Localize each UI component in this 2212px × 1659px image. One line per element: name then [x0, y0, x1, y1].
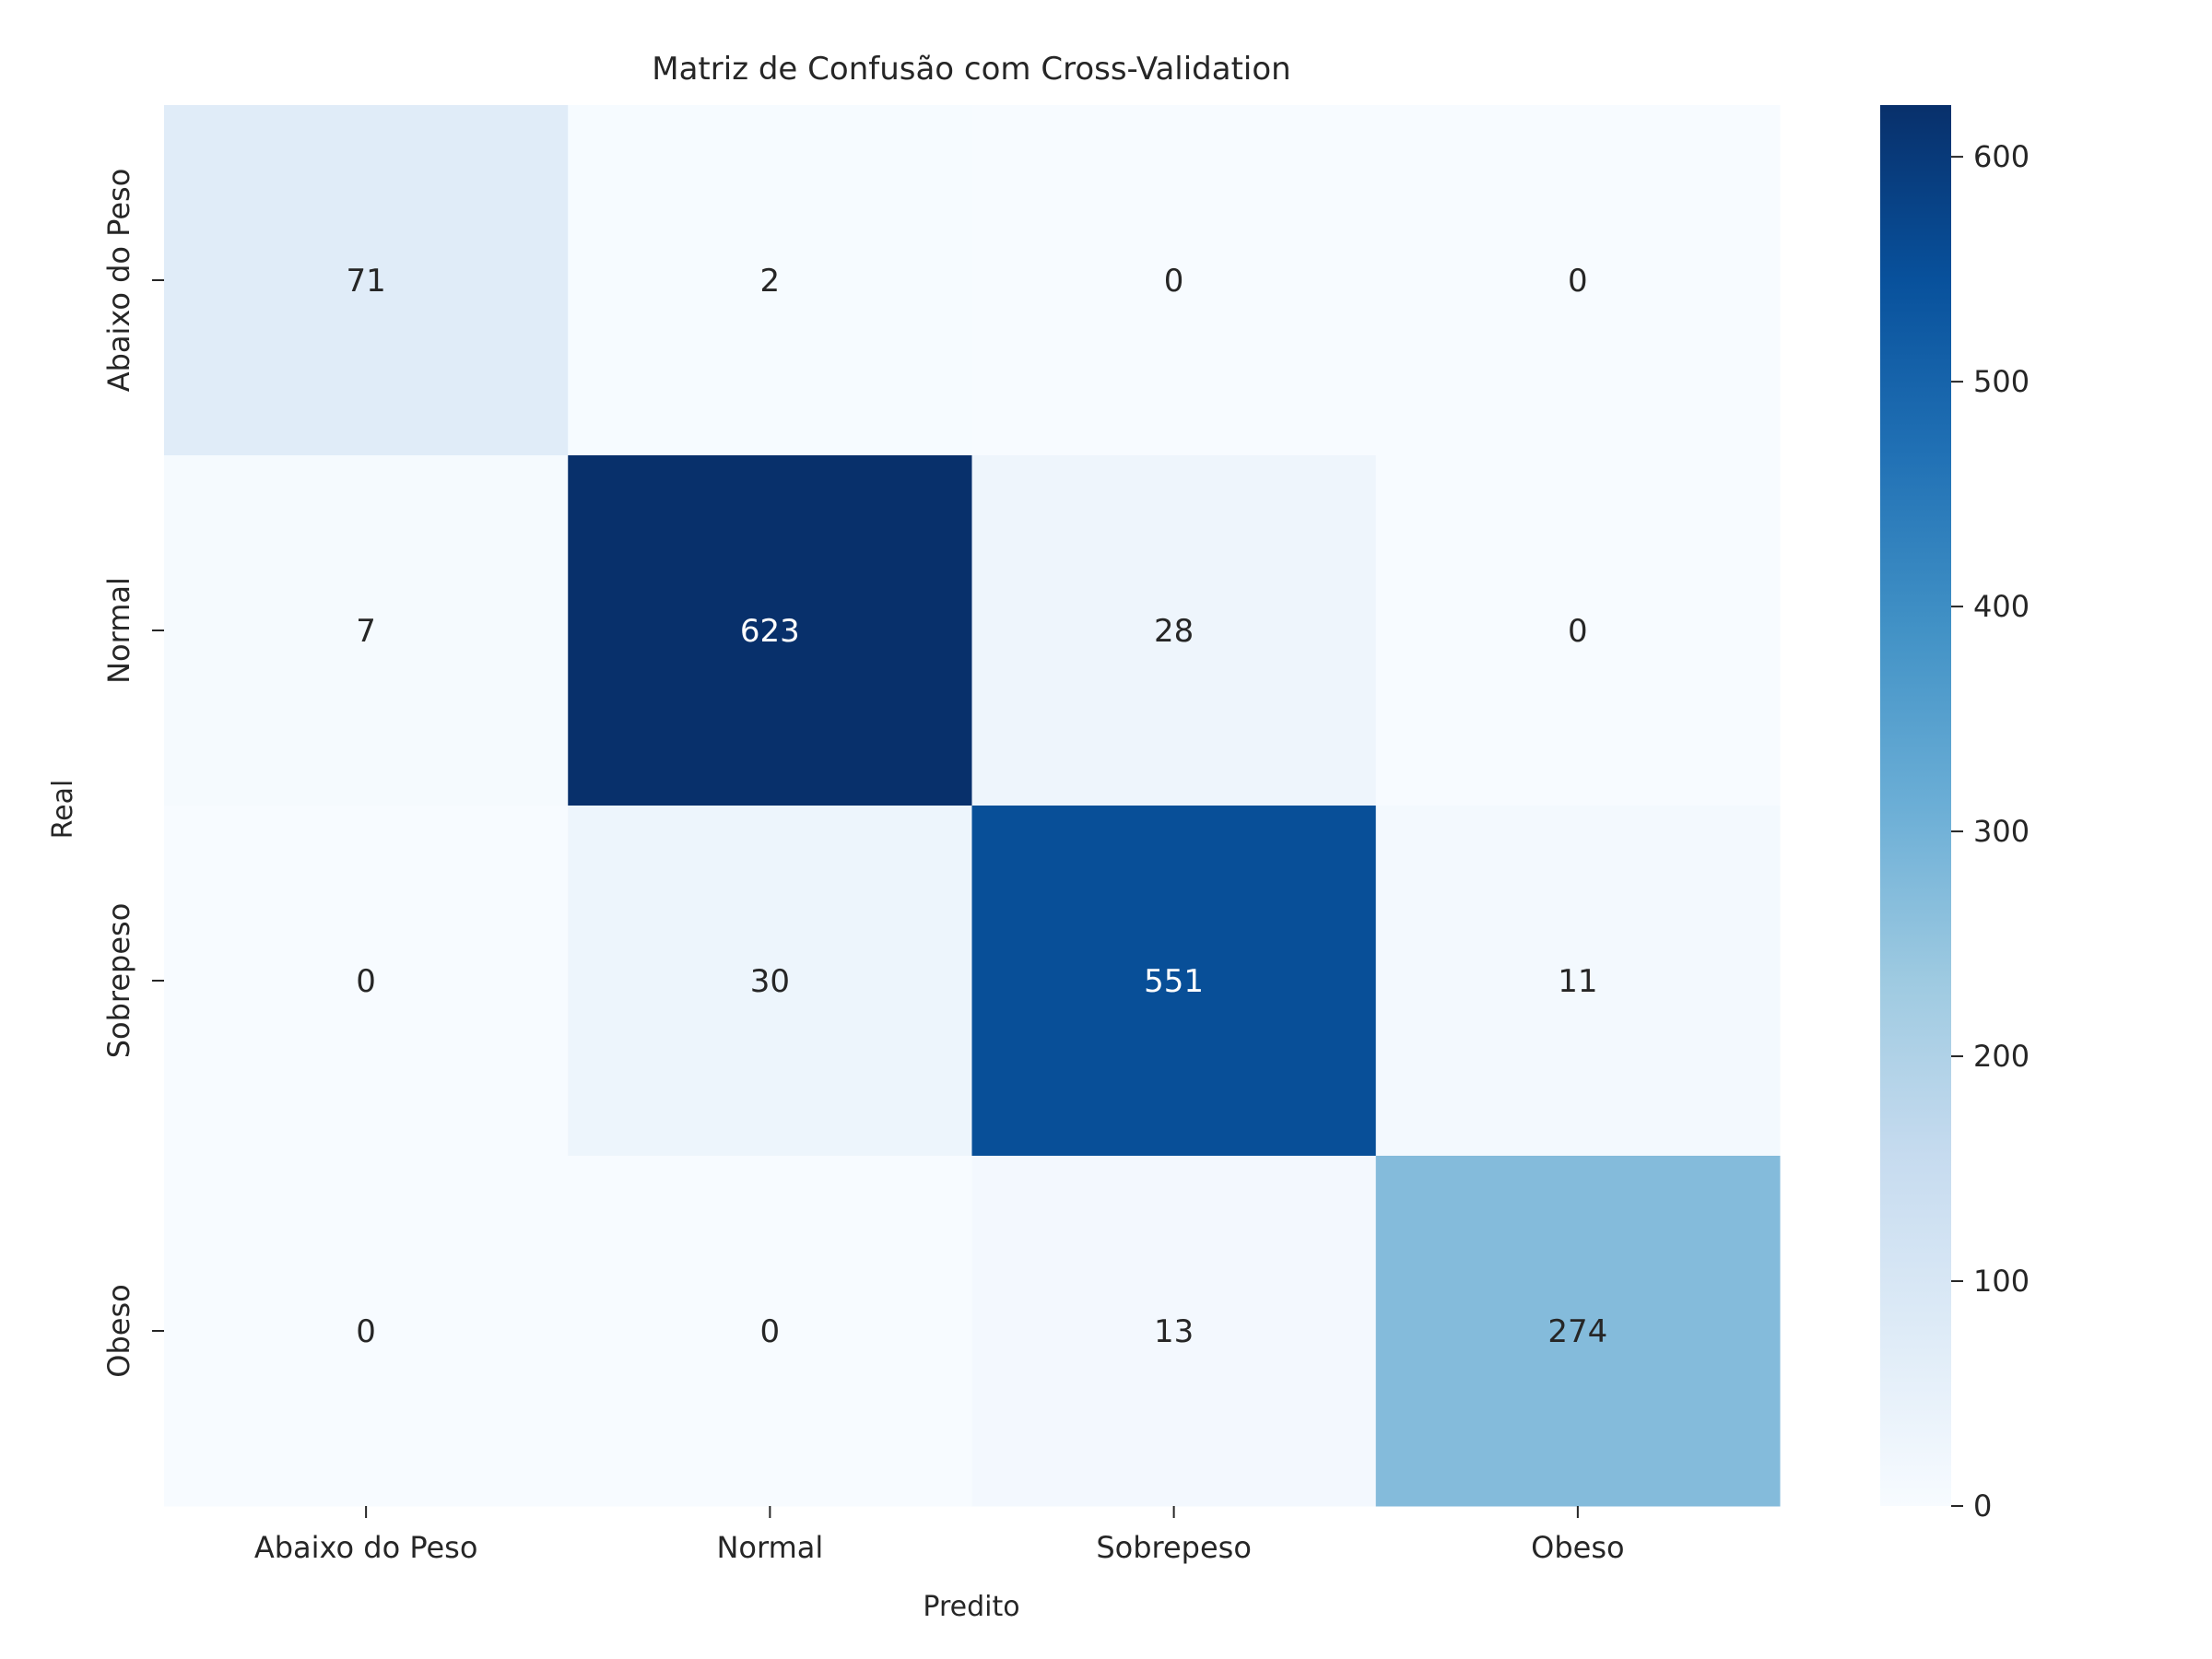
colorbar-ticks: 0 100 200 300 400 500 600: [1951, 139, 2030, 1524]
cell-value-label: 28: [1154, 613, 1194, 650]
cell-value-label: 0: [760, 1313, 781, 1350]
heatmap-cell: [164, 1156, 569, 1507]
y-tick-label: Abaixo do Peso: [101, 169, 136, 393]
y-axis-label: Real: [47, 780, 79, 840]
colorbar-tick-label: 200: [1973, 1039, 2030, 1074]
heatmap-cell: [164, 455, 569, 806]
x-axis-label: Predito: [923, 1591, 1019, 1623]
y-tick-label: Normal: [101, 577, 136, 684]
cell-value-label: 623: [740, 613, 800, 650]
heatmap-cell: [971, 105, 1377, 456]
x-tick-label: Sobrepeso: [1096, 1530, 1252, 1565]
heatmap-cell: [1375, 806, 1781, 1157]
heatmap-cell: [971, 806, 1377, 1157]
heatmap-cell: [1375, 1156, 1781, 1507]
heatmap-cell: [568, 1156, 972, 1507]
colorbar-tick-label: 300: [1973, 814, 2030, 849]
colorbar-tick-label: 100: [1973, 1264, 2030, 1299]
cell-value-label: 551: [1144, 963, 1204, 1000]
cell-value-label: 0: [1568, 263, 1588, 300]
x-axis: Abaixo do Peso Normal Sobrepeso Obeso: [254, 1506, 1625, 1565]
colorbar-tick-label: 600: [1973, 139, 2030, 174]
cell-value-label: 11: [1558, 963, 1597, 1000]
colorbar-gradient: [1880, 105, 1951, 1506]
chart-title: Matriz de Confusão com Cross-Validation: [652, 51, 1290, 88]
y-tick-label: Sobrepeso: [101, 903, 136, 1059]
cell-value-label: 7: [356, 613, 376, 650]
colorbar: 0 100 200 300 400 500 600: [1880, 105, 2030, 1524]
heatmap-cell: [1375, 455, 1781, 806]
heatmap-cell: [971, 455, 1377, 806]
heatmap-cell: [1375, 105, 1781, 456]
cell-value-label: 71: [346, 263, 385, 300]
x-tick-label: Obeso: [1531, 1530, 1624, 1565]
y-tick-label: Obeso: [101, 1284, 136, 1377]
cell-value-label: 0: [356, 963, 376, 1000]
heatmap-cell: [568, 105, 972, 456]
heatmap-cell: [164, 806, 569, 1157]
colorbar-tick-label: 0: [1973, 1488, 1992, 1524]
x-tick-label: Normal: [716, 1530, 823, 1565]
cell-value-label: 2: [760, 263, 781, 300]
cell-value-label: 0: [356, 1313, 376, 1350]
cell-value-label: 0: [1164, 263, 1184, 300]
y-axis: Abaixo do Peso Normal Sobrepeso Obeso: [101, 169, 164, 1378]
heatmap-cell: [971, 1156, 1377, 1507]
heatmap-cell: [568, 455, 972, 806]
colorbar-tick-label: 400: [1973, 589, 2030, 624]
cell-value-label: 274: [1547, 1313, 1607, 1350]
x-tick-label: Abaixo do Peso: [254, 1530, 478, 1565]
heatmap-cell: [568, 806, 972, 1157]
cell-value-label: 0: [1568, 613, 1588, 650]
colorbar-tick-label: 500: [1973, 364, 2030, 399]
heatmap-cell-labels: 71 2 0 0 7 623 28 0 0 30 551 11 0 0 13 274: [346, 263, 1607, 1350]
heatmap-cell: [164, 105, 569, 456]
heatmap-cells: [164, 105, 1781, 1507]
cell-value-label: 30: [750, 963, 790, 1000]
cell-value-label: 13: [1154, 1313, 1194, 1350]
